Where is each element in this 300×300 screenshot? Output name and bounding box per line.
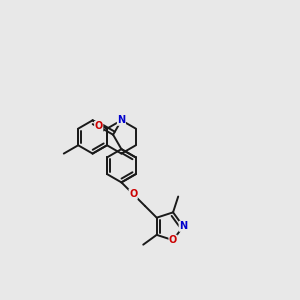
- Text: O: O: [94, 122, 103, 131]
- Text: O: O: [129, 189, 137, 199]
- Text: O: O: [169, 235, 177, 245]
- Text: N: N: [117, 115, 125, 125]
- Text: N: N: [179, 221, 187, 231]
